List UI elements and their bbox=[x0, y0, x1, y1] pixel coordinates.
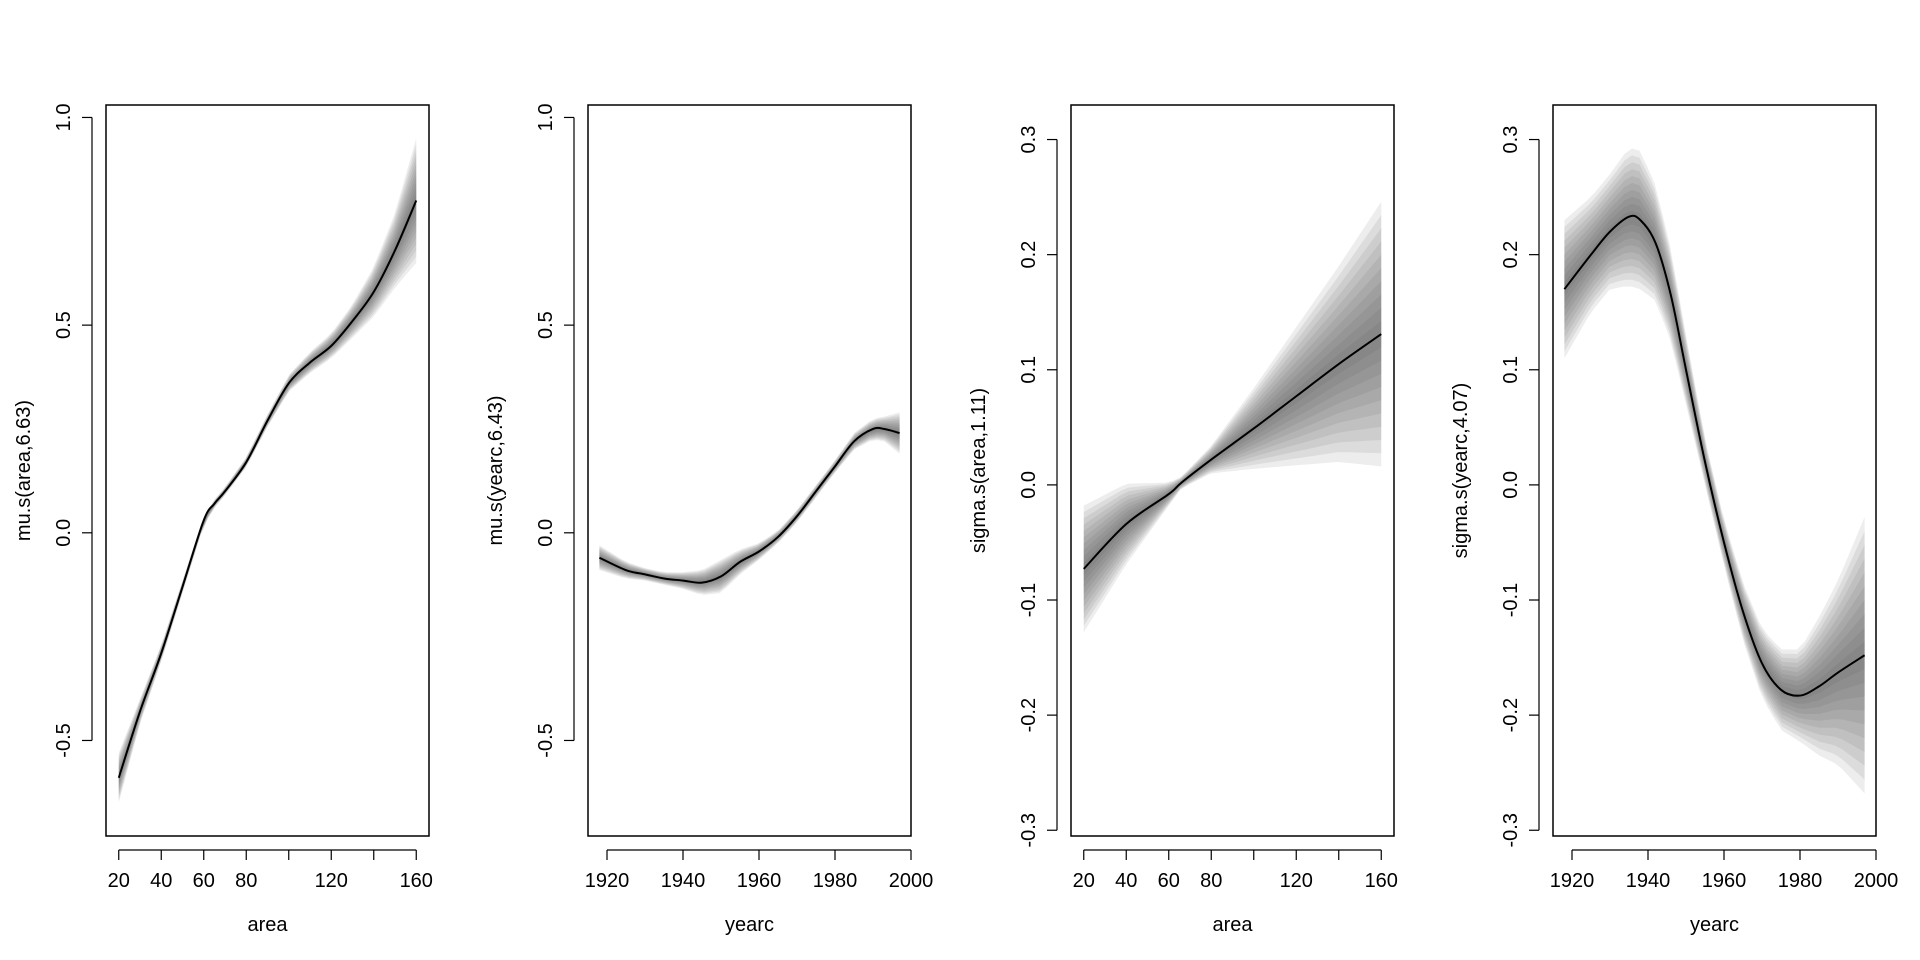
x-tick-label: 1960 bbox=[737, 870, 782, 892]
x-tick-label: 2000 bbox=[889, 870, 934, 892]
x-axis: 20 40 60 80 120 160 area bbox=[1073, 849, 1398, 936]
x-axis-label: yearc bbox=[725, 914, 774, 936]
x-tick-label: 20 bbox=[108, 870, 130, 892]
effect-curve bbox=[1563, 214, 1866, 697]
band-layer-8 bbox=[1564, 162, 1865, 766]
x-axis: 1920 1940 1960 1980 2000 yearc bbox=[585, 849, 934, 936]
y-tick-label: -0.1 bbox=[1018, 583, 1040, 617]
plot-frame bbox=[587, 104, 912, 837]
y-tick-label: 0.1 bbox=[1500, 356, 1522, 384]
x-tick-label: 2000 bbox=[1854, 870, 1899, 892]
band-layer-2 bbox=[1564, 203, 1865, 704]
x-axis-label: area bbox=[1212, 914, 1253, 936]
plot-frame bbox=[1552, 104, 1877, 837]
y-tick-label: 0.3 bbox=[1500, 126, 1522, 154]
x-tick-label: 20 bbox=[1073, 870, 1095, 892]
x-tick-label: 1940 bbox=[661, 870, 706, 892]
band-layer-7 bbox=[1564, 169, 1865, 752]
y-axis-label: sigma.s(area,1.11) bbox=[968, 388, 990, 553]
x-axis: 20 40 60 80 120 160 area bbox=[108, 849, 433, 936]
band-layer-3 bbox=[1083, 294, 1382, 588]
y-tick-label: 0.5 bbox=[535, 311, 557, 339]
band-layer-10 bbox=[1564, 148, 1865, 794]
x-tick-label: 1940 bbox=[1626, 870, 1671, 892]
panel-2: 1920 1940 1960 1980 2000 yearc -0.5 0.0 0.5 1.0 mu… bbox=[485, 104, 933, 936]
band-layer-3 bbox=[1564, 196, 1865, 709]
band-layer-4 bbox=[118, 175, 417, 788]
y-axis-label: sigma.s(yearc,4.07) bbox=[1450, 383, 1472, 559]
y-tick-label: 0.5 bbox=[53, 311, 75, 339]
band-layer-5 bbox=[1083, 267, 1382, 601]
effect-curve bbox=[1083, 333, 1382, 570]
y-axis-label: mu.s(yearc,6.43) bbox=[485, 395, 507, 545]
band-layer-9 bbox=[1564, 155, 1865, 780]
y-tick-label: -0.1 bbox=[1500, 583, 1522, 617]
plot-frame bbox=[1070, 104, 1395, 837]
x-tick-label: 1960 bbox=[1702, 870, 1747, 892]
y-tick-label: 1.0 bbox=[535, 104, 557, 132]
plot-frame bbox=[105, 104, 430, 837]
confidence-band bbox=[1564, 148, 1865, 794]
y-axis: -0.5 0.0 0.5 1.0 mu.s(area,6.63) bbox=[13, 104, 93, 758]
panel-1: 20 40 60 80 120 160 area -0.5 0.0 0.5 1.0 mu.s(area… bbox=[13, 104, 433, 936]
x-axis-label: area bbox=[247, 914, 288, 936]
x-tick-label: 40 bbox=[150, 870, 172, 892]
band-layer-5 bbox=[1564, 183, 1865, 725]
y-tick-label: -0.3 bbox=[1018, 813, 1040, 847]
x-axis-label: yearc bbox=[1690, 914, 1739, 936]
x-tick-label: 120 bbox=[315, 870, 348, 892]
y-axis: -0.5 0.0 0.5 1.0 mu.s(yearc,6.43) bbox=[485, 104, 575, 758]
y-tick-label: 1.0 bbox=[53, 104, 75, 132]
x-tick-label: 80 bbox=[235, 870, 257, 892]
x-tick-label: 120 bbox=[1280, 870, 1313, 892]
y-tick-label: -0.2 bbox=[1500, 698, 1522, 732]
panels: 20 40 60 80 120 160 area -0.5 0.0 0.5 1.0 mu.s(area… bbox=[13, 104, 1898, 936]
y-tick-label: -0.5 bbox=[53, 723, 75, 757]
x-tick-label: 1980 bbox=[813, 870, 858, 892]
y-tick-label: -0.5 bbox=[535, 723, 557, 757]
band-layer-3 bbox=[599, 425, 900, 586]
band-layer-10 bbox=[1083, 201, 1382, 633]
y-tick-label: 0.0 bbox=[535, 519, 557, 547]
band-layer-4 bbox=[1564, 189, 1865, 714]
y-tick-label: 0.1 bbox=[1018, 356, 1040, 384]
band-layer-7 bbox=[1083, 241, 1382, 614]
y-axis: -0.3 -0.2 -0.1 0.0 0.1 0.2 0.3 sigma.s(area,1.1… bbox=[968, 126, 1058, 847]
x-tick-label: 40 bbox=[1115, 870, 1137, 892]
band-layer-8 bbox=[1083, 228, 1382, 620]
y-axis: -0.3 -0.2 -0.1 0.0 0.1 0.2 0.3 sigma.s(yearc,4.… bbox=[1450, 126, 1540, 847]
y-tick-label: 0.2 bbox=[1500, 241, 1522, 269]
x-tick-label: 1980 bbox=[1778, 870, 1823, 892]
x-axis: 1920 1940 1960 1980 2000 yearc bbox=[1550, 849, 1899, 936]
y-tick-label: 0.0 bbox=[1018, 471, 1040, 499]
x-tick-label: 160 bbox=[400, 870, 433, 892]
x-tick-label: 1920 bbox=[1550, 870, 1595, 892]
x-tick-label: 1920 bbox=[585, 870, 630, 892]
effect-curve bbox=[598, 426, 900, 584]
y-tick-label: 0.0 bbox=[1500, 471, 1522, 499]
x-tick-label: 80 bbox=[1200, 870, 1222, 892]
effect-curve bbox=[117, 200, 418, 779]
band-layer-4 bbox=[1083, 281, 1382, 595]
panel-3: 20 40 60 80 120 160 area -0.3 -0.2 -0.1 0.0 0.1 0.2 0… bbox=[968, 104, 1398, 936]
y-tick-label: 0.3 bbox=[1018, 126, 1040, 154]
x-tick-label: 60 bbox=[193, 870, 215, 892]
y-tick-label: 0.0 bbox=[53, 519, 75, 547]
x-tick-label: 160 bbox=[1365, 870, 1398, 892]
y-tick-label: -0.3 bbox=[1500, 813, 1522, 847]
band-layer-1 bbox=[1083, 320, 1382, 576]
band-layer-9 bbox=[1083, 214, 1382, 626]
y-tick-label: -0.2 bbox=[1018, 698, 1040, 732]
y-tick-label: 0.2 bbox=[1018, 241, 1040, 269]
panel-4: 1920 1940 1960 1980 2000 yearc -0.3 -0.2 -0.1 0.0… bbox=[1450, 104, 1899, 936]
band-layer-6 bbox=[1083, 254, 1382, 607]
y-axis-label: mu.s(area,6.63) bbox=[13, 400, 35, 541]
x-tick-label: 60 bbox=[1158, 870, 1180, 892]
band-layer-6 bbox=[1564, 176, 1865, 739]
